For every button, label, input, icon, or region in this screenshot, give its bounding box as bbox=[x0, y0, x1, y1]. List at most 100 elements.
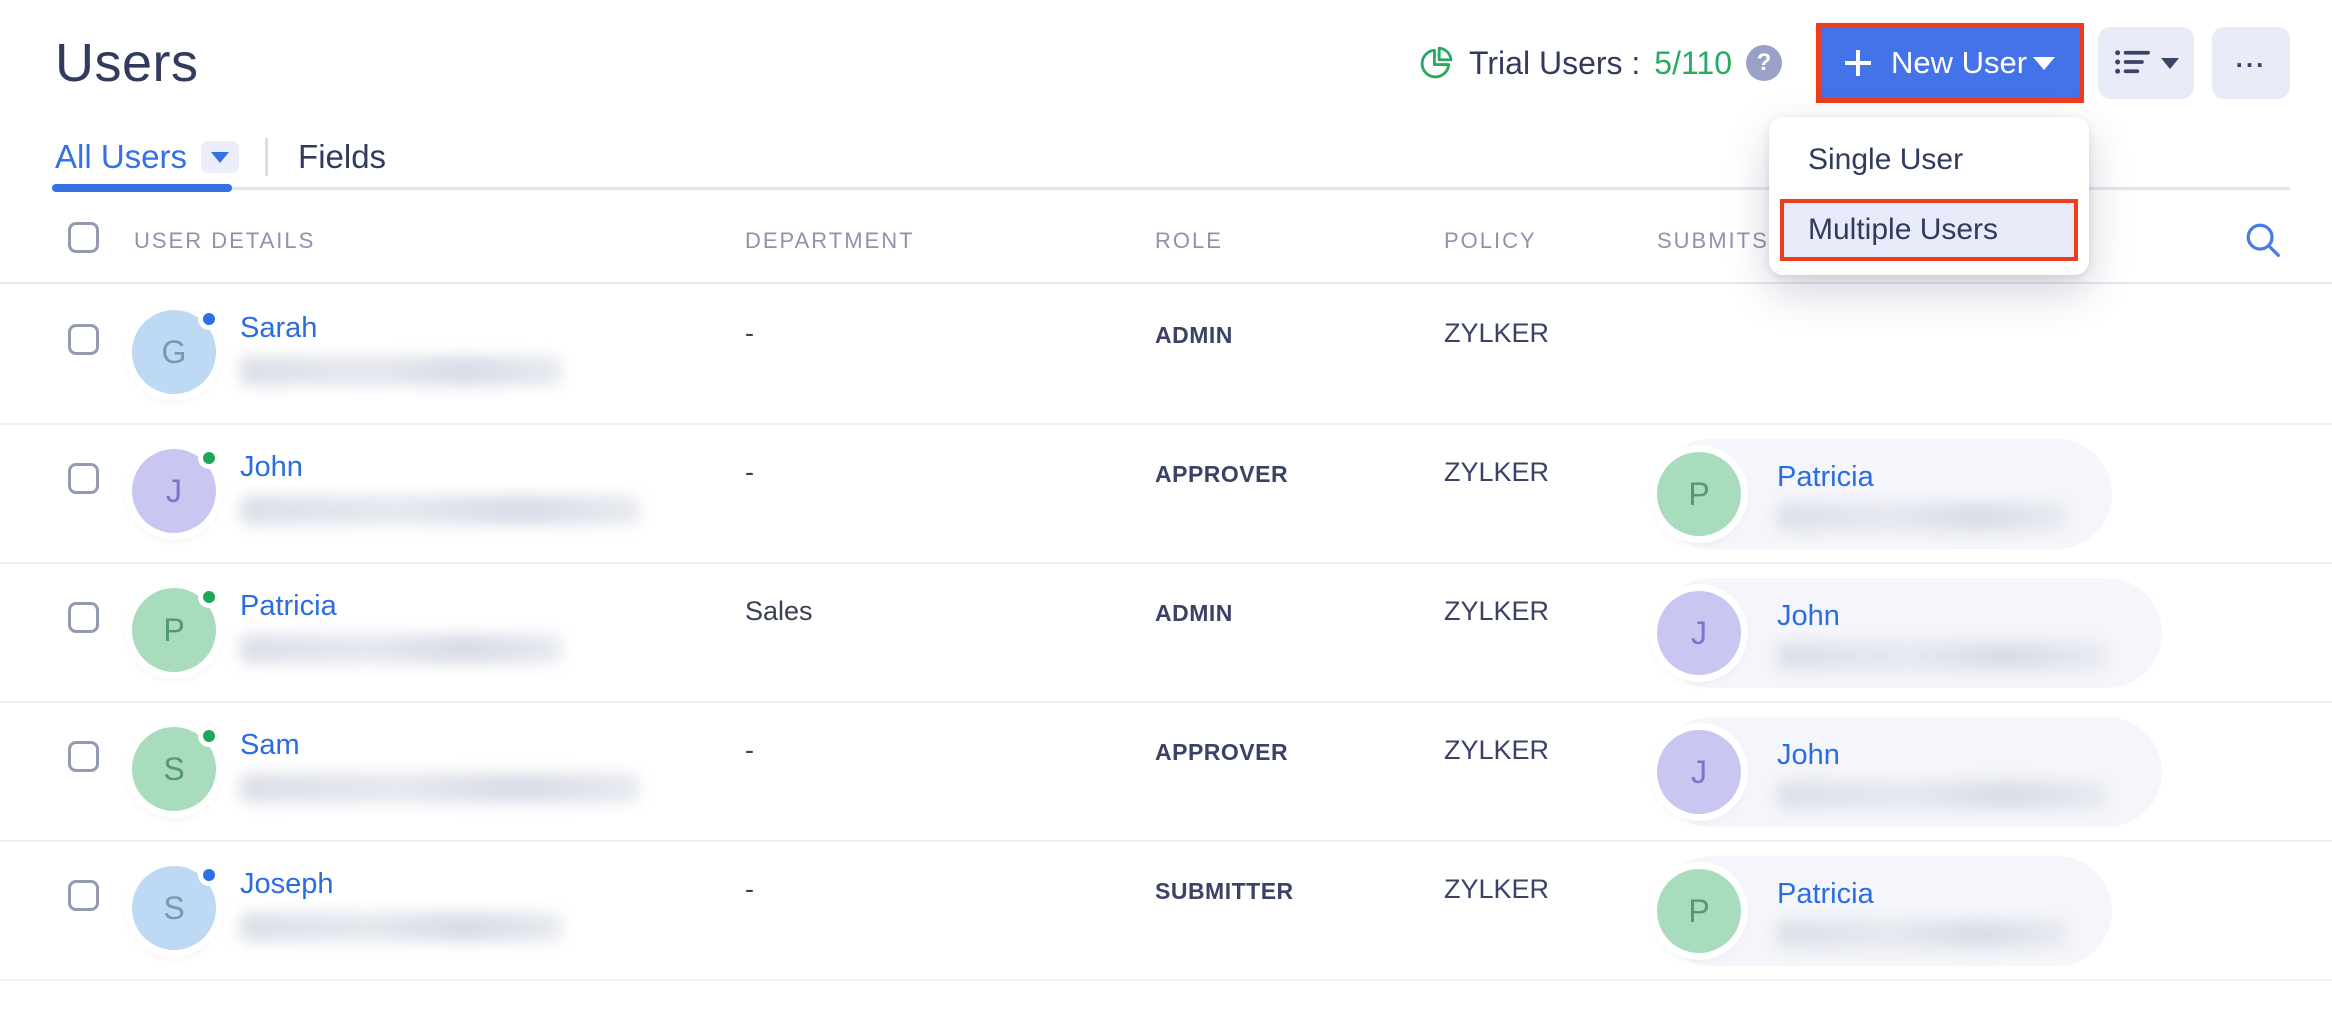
search-button[interactable] bbox=[2238, 216, 2288, 266]
row-checkbox[interactable] bbox=[68, 880, 99, 911]
pie-chart-icon bbox=[1417, 44, 1455, 82]
submits-to-chip: P Patricia bbox=[1657, 439, 2112, 549]
row-checkbox[interactable] bbox=[68, 741, 99, 772]
role-cell: SUBMITTER bbox=[1155, 878, 1294, 904]
more-options-button[interactable]: ... bbox=[2212, 27, 2290, 99]
role-cell: ADMIN bbox=[1155, 600, 1233, 626]
policy-cell: ZYLKER bbox=[1444, 318, 1550, 348]
role-cell: ADMIN bbox=[1155, 322, 1233, 348]
status-dot bbox=[198, 308, 220, 330]
menu-item-single-user[interactable]: Single User bbox=[1808, 143, 1964, 176]
column-header-department: DEPARTMENT bbox=[745, 228, 915, 253]
list-view-button[interactable] bbox=[2098, 27, 2194, 99]
role-cell: APPROVER bbox=[1155, 461, 1289, 487]
page-title: Users bbox=[55, 33, 199, 93]
avatar: P bbox=[1657, 869, 1741, 953]
avatar: J bbox=[132, 447, 220, 533]
avatar: P bbox=[132, 586, 220, 672]
select-all-checkbox[interactable] bbox=[68, 222, 99, 253]
user-name-link[interactable]: John bbox=[240, 451, 303, 483]
avatar-initial: S bbox=[163, 750, 185, 787]
chevron-down-icon bbox=[211, 151, 230, 163]
tab-all-users[interactable]: All Users bbox=[55, 138, 188, 175]
avatar-initial: P bbox=[1688, 892, 1710, 929]
table-row: J John - APPROVER ZYLKER P Patricia bbox=[0, 425, 2332, 564]
new-user-button-highlight: New User bbox=[1816, 23, 2084, 103]
avatar: S bbox=[132, 864, 220, 950]
new-user-button-label: New User bbox=[1891, 45, 2028, 80]
redacted-email bbox=[1777, 781, 2107, 809]
new-user-dropdown-menu: Single User Multiple Users bbox=[1769, 117, 2089, 275]
submits-to-name-link[interactable]: Patricia bbox=[1777, 878, 1874, 910]
redacted-email bbox=[1777, 503, 2067, 531]
all-users-dropdown-toggle[interactable] bbox=[201, 141, 240, 173]
table-row: S Sam - APPROVER ZYLKER J John bbox=[0, 703, 2332, 842]
user-name-link[interactable]: Sam bbox=[240, 729, 300, 761]
user-table-body: G Sarah - ADMIN ZYLKER J John - APPROVER… bbox=[0, 286, 2332, 981]
role-cell: APPROVER bbox=[1155, 739, 1289, 765]
submits-to-chip: J John bbox=[1657, 717, 2162, 827]
menu-item-multiple-users-label: Multiple Users bbox=[1808, 213, 1999, 246]
avatar: G bbox=[132, 308, 220, 394]
row-checkbox[interactable] bbox=[68, 602, 99, 633]
redacted-email bbox=[1777, 920, 2067, 948]
active-tab-underline bbox=[52, 184, 232, 192]
row-checkbox[interactable] bbox=[68, 324, 99, 355]
department-cell: - bbox=[745, 457, 754, 487]
avatar-initial: J bbox=[166, 472, 182, 509]
ellipsis-icon: ... bbox=[2235, 43, 2267, 73]
row-checkbox[interactable] bbox=[68, 463, 99, 494]
department-cell: - bbox=[745, 874, 754, 904]
redacted-email bbox=[240, 773, 640, 803]
policy-cell: ZYLKER bbox=[1444, 457, 1550, 487]
submits-to-name-link[interactable]: Patricia bbox=[1777, 461, 1874, 493]
avatar-initial: J bbox=[1691, 614, 1707, 651]
status-dot bbox=[198, 725, 220, 747]
chevron-down-icon bbox=[2033, 56, 2055, 70]
status-dot bbox=[198, 586, 220, 608]
plus-icon bbox=[1845, 50, 1871, 76]
avatar: J bbox=[1657, 591, 1741, 675]
new-user-button[interactable]: New User bbox=[1821, 28, 2079, 98]
department-cell: - bbox=[745, 318, 754, 348]
redacted-email bbox=[240, 356, 562, 386]
avatar-initial: P bbox=[1688, 475, 1710, 512]
avatar: J bbox=[1657, 730, 1741, 814]
status-dot bbox=[198, 447, 220, 469]
avatar: S bbox=[132, 725, 220, 811]
submits-to-chip: P Patricia bbox=[1657, 856, 2112, 966]
table-row: G Sarah - ADMIN ZYLKER bbox=[0, 286, 2332, 425]
department-cell: - bbox=[745, 735, 754, 765]
submits-to-name-link[interactable]: John bbox=[1777, 600, 1840, 632]
avatar-initial: P bbox=[163, 611, 185, 648]
redacted-email bbox=[1777, 642, 2107, 670]
column-header-role: ROLE bbox=[1155, 228, 1223, 253]
help-icon[interactable]: ? bbox=[1746, 45, 1782, 81]
list-view-icon bbox=[2113, 43, 2153, 84]
topbar-actions: Trial Users : 5/110 ? New User ... bbox=[1417, 22, 2290, 104]
trial-users-count: 5/110 bbox=[1654, 44, 1732, 81]
tab-bar: All Users Fields bbox=[55, 138, 386, 176]
table-row: P Patricia Sales ADMIN ZYLKER J John bbox=[0, 564, 2332, 703]
tab-track-line bbox=[52, 187, 2290, 190]
tab-divider bbox=[265, 138, 269, 176]
redacted-email bbox=[240, 495, 640, 525]
submits-to-name-link[interactable]: John bbox=[1777, 739, 1840, 771]
table-row: S Joseph - SUBMITTER ZYLKER P Patricia bbox=[0, 842, 2332, 981]
status-dot bbox=[198, 864, 220, 886]
avatar-initial: S bbox=[163, 889, 185, 926]
user-name-link[interactable]: Joseph bbox=[240, 868, 334, 900]
user-name-link[interactable]: Patricia bbox=[240, 590, 337, 622]
column-header-policy: POLICY bbox=[1444, 228, 1537, 253]
avatar: P bbox=[1657, 452, 1741, 536]
policy-cell: ZYLKER bbox=[1444, 735, 1550, 765]
avatar-initial: G bbox=[161, 333, 187, 370]
avatar-initial: J bbox=[1691, 753, 1707, 790]
column-header-user-details: USER DETAILS bbox=[134, 228, 316, 253]
user-name-link[interactable]: Sarah bbox=[240, 312, 318, 344]
tab-fields[interactable]: Fields bbox=[298, 138, 387, 175]
submits-to-chip: J John bbox=[1657, 578, 2162, 688]
chevron-down-icon bbox=[2161, 57, 2179, 69]
menu-item-multiple-users[interactable]: Multiple Users bbox=[1780, 199, 2078, 261]
